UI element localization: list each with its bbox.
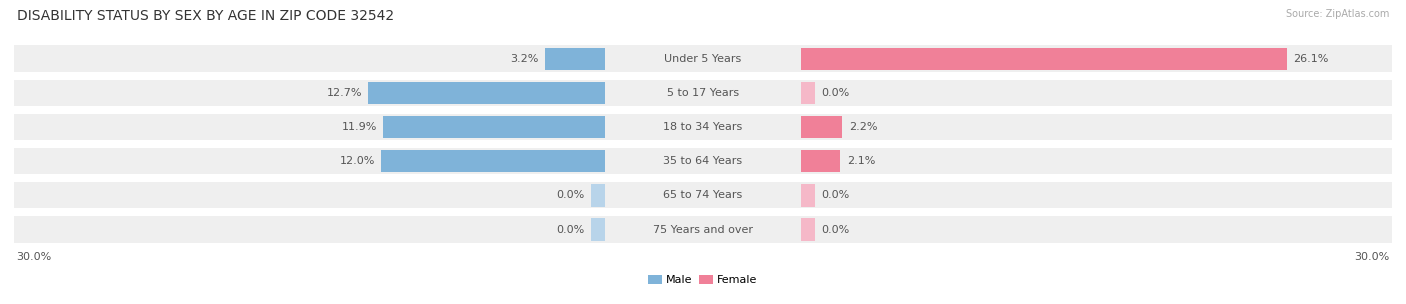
Bar [14, 114, 1392, 141]
Bar [546, 48, 605, 70]
Bar [801, 82, 814, 104]
Text: 11.9%: 11.9% [342, 123, 377, 132]
Text: 35 to 64 Years: 35 to 64 Years [664, 157, 742, 166]
Bar [14, 216, 1392, 243]
Text: 0.0%: 0.0% [557, 225, 585, 234]
Text: 0.0%: 0.0% [821, 225, 849, 234]
Bar [592, 219, 605, 240]
Bar [801, 150, 841, 172]
Text: 30.0%: 30.0% [17, 252, 52, 262]
Bar [592, 185, 605, 206]
Bar [801, 185, 814, 206]
Text: Source: ZipAtlas.com: Source: ZipAtlas.com [1285, 9, 1389, 19]
Bar [801, 219, 814, 240]
Legend: Male, Female: Male, Female [644, 271, 762, 290]
Text: 65 to 74 Years: 65 to 74 Years [664, 191, 742, 200]
Text: 18 to 34 Years: 18 to 34 Years [664, 123, 742, 132]
Bar [381, 150, 605, 172]
Text: 12.7%: 12.7% [326, 88, 361, 98]
Text: DISABILITY STATUS BY SEX BY AGE IN ZIP CODE 32542: DISABILITY STATUS BY SEX BY AGE IN ZIP C… [17, 9, 394, 23]
Bar [801, 116, 842, 138]
Bar [14, 148, 1392, 175]
Bar [14, 46, 1392, 73]
Bar [368, 82, 605, 104]
Text: 0.0%: 0.0% [821, 191, 849, 200]
Text: 0.0%: 0.0% [557, 191, 585, 200]
Bar [14, 182, 1392, 209]
Bar [384, 116, 605, 138]
Text: 5 to 17 Years: 5 to 17 Years [666, 88, 740, 98]
Text: 30.0%: 30.0% [1354, 252, 1389, 262]
Text: 0.0%: 0.0% [821, 88, 849, 98]
Bar [801, 48, 1286, 70]
Text: 12.0%: 12.0% [340, 157, 375, 166]
Text: 26.1%: 26.1% [1294, 54, 1329, 64]
Text: 2.2%: 2.2% [849, 123, 877, 132]
Bar [14, 80, 1392, 107]
Text: 2.1%: 2.1% [846, 157, 876, 166]
Text: 3.2%: 3.2% [510, 54, 538, 64]
Text: Under 5 Years: Under 5 Years [665, 54, 741, 64]
Text: 75 Years and over: 75 Years and over [652, 225, 754, 234]
